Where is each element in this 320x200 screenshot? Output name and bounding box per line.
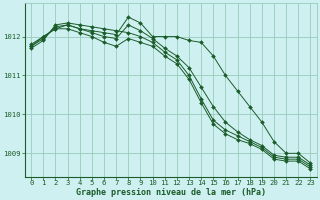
X-axis label: Graphe pression niveau de la mer (hPa): Graphe pression niveau de la mer (hPa) [76, 188, 266, 197]
